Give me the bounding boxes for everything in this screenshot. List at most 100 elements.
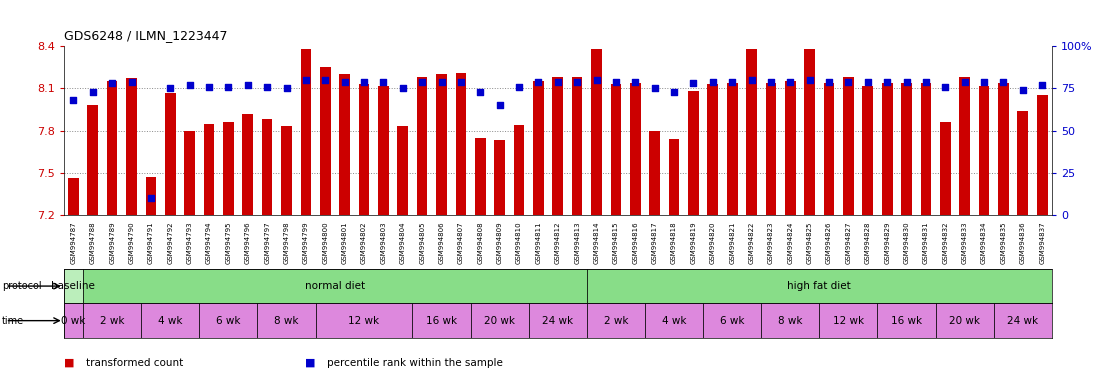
Bar <box>165 93 176 215</box>
Bar <box>882 83 893 215</box>
Point <box>917 78 934 84</box>
Bar <box>877 303 935 338</box>
Point <box>83 89 101 95</box>
Point <box>995 78 1012 84</box>
Point <box>782 78 799 84</box>
Bar <box>610 84 621 215</box>
Bar <box>243 114 254 215</box>
Point <box>742 77 760 83</box>
Bar <box>184 131 195 215</box>
Bar <box>417 77 427 215</box>
Point <box>1033 82 1051 88</box>
Bar <box>824 83 834 215</box>
Point <box>181 82 199 88</box>
Point <box>103 80 121 86</box>
Point <box>820 78 838 84</box>
Bar <box>83 303 142 338</box>
Bar <box>339 74 350 215</box>
Text: 24 wk: 24 wk <box>1007 316 1039 326</box>
Point <box>704 78 721 84</box>
Bar <box>257 303 315 338</box>
Point <box>433 78 450 84</box>
Bar <box>843 77 854 215</box>
Point <box>956 78 974 84</box>
Text: 24 wk: 24 wk <box>542 316 573 326</box>
Point <box>646 85 663 91</box>
Point <box>336 78 354 84</box>
Bar <box>978 86 989 215</box>
Bar <box>413 303 471 338</box>
Bar <box>436 74 447 215</box>
Point <box>298 77 315 83</box>
Text: 2 wk: 2 wk <box>604 316 628 326</box>
Bar <box>534 81 544 215</box>
Bar <box>200 303 257 338</box>
Point <box>1015 87 1032 93</box>
Bar <box>514 125 525 215</box>
Bar <box>727 83 738 215</box>
Point <box>142 195 159 201</box>
Point <box>878 78 896 84</box>
Point <box>549 78 567 84</box>
Text: baseline: baseline <box>52 281 96 291</box>
Point <box>220 84 237 90</box>
Bar <box>471 303 529 338</box>
Text: 12 wk: 12 wk <box>833 316 864 326</box>
Point <box>762 78 780 84</box>
Bar <box>223 122 234 215</box>
Point <box>724 78 741 84</box>
Text: 8 wk: 8 wk <box>778 316 803 326</box>
Bar <box>142 303 200 338</box>
Text: 12 wk: 12 wk <box>348 316 380 326</box>
Bar <box>586 269 1052 303</box>
Bar <box>669 139 680 215</box>
Point <box>529 78 547 84</box>
Point <box>840 78 858 84</box>
Text: transformed count: transformed count <box>86 358 183 368</box>
Text: 0 wk: 0 wk <box>61 316 86 326</box>
Bar <box>805 49 815 215</box>
Bar <box>591 49 602 215</box>
Bar <box>1037 95 1047 215</box>
Bar <box>863 86 873 215</box>
Bar <box>747 49 757 215</box>
Point <box>665 89 683 95</box>
Text: 16 wk: 16 wk <box>426 316 457 326</box>
Point <box>491 102 508 108</box>
Text: 6 wk: 6 wk <box>216 316 240 326</box>
Bar <box>475 137 485 215</box>
Bar <box>998 83 1009 215</box>
Point <box>316 77 334 83</box>
Bar <box>126 78 137 215</box>
Bar <box>707 84 718 215</box>
Text: normal diet: normal diet <box>305 281 365 291</box>
Bar <box>586 303 645 338</box>
Bar <box>68 179 79 215</box>
Point <box>685 80 703 86</box>
Bar <box>88 105 98 215</box>
Point <box>413 78 430 84</box>
Text: 16 wk: 16 wk <box>890 316 922 326</box>
Bar <box>64 303 83 338</box>
Bar <box>920 83 931 215</box>
Point <box>898 78 916 84</box>
Point <box>975 78 993 84</box>
Bar <box>645 303 703 338</box>
Bar <box>552 77 563 215</box>
Bar <box>146 177 156 215</box>
Text: 8 wk: 8 wk <box>274 316 299 326</box>
Bar <box>315 303 413 338</box>
Point <box>569 78 586 84</box>
Bar <box>261 119 272 215</box>
Point <box>607 78 625 84</box>
Bar <box>494 141 505 215</box>
Bar <box>397 126 408 215</box>
Bar <box>378 86 389 215</box>
Point <box>161 85 179 91</box>
Bar <box>935 303 994 338</box>
Bar <box>940 122 951 215</box>
Bar <box>1018 111 1028 215</box>
Bar <box>649 131 660 215</box>
Point <box>200 84 217 90</box>
Bar <box>64 269 83 303</box>
